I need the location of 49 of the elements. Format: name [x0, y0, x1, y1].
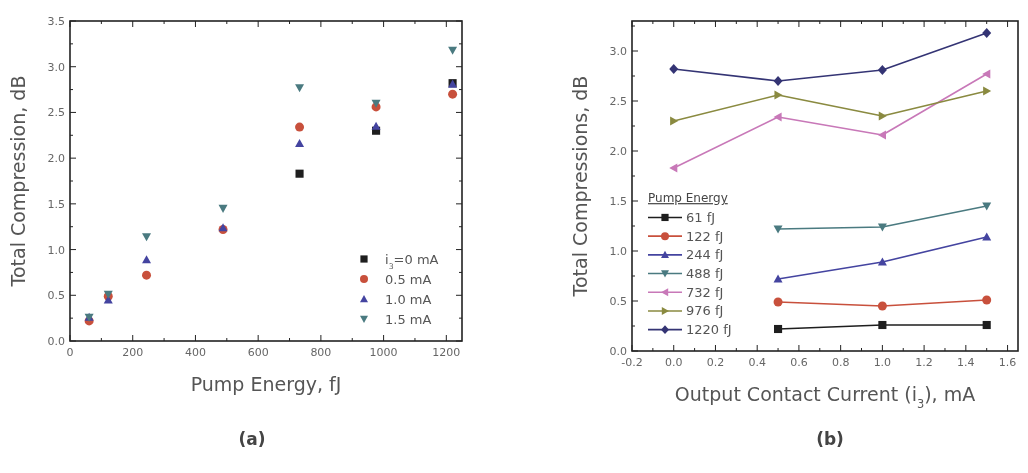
- legend-label: 0.5 mA: [385, 271, 432, 287]
- y-tick-label: 1.5: [609, 195, 627, 208]
- legend-label: 61 fJ: [686, 209, 716, 225]
- x-tick-label: 800: [310, 346, 332, 359]
- y-tick-label: 2.0: [609, 145, 627, 158]
- y-tick-label: 1.5: [47, 197, 65, 211]
- x-axis-title: Pump Energy, fJ: [190, 373, 342, 395]
- y-tick-label: 2.5: [47, 106, 65, 120]
- x-tick-label: 1.4: [957, 356, 975, 369]
- y-tick-label: 0.0: [47, 335, 65, 348]
- y-tick-label: 3.0: [609, 45, 627, 58]
- legend-label: 1.0 mA: [385, 291, 432, 307]
- x-axis-title: Output Contact Current (i$_{3}$), mA: [674, 383, 976, 411]
- y-tick-label: 1.0: [609, 245, 627, 258]
- legend-label: 244 fJ: [686, 247, 724, 263]
- y-tick-label: 2.0: [47, 152, 65, 166]
- legend-label: i$_{3}$=0 mA: [385, 251, 439, 270]
- y-tick-label: 2.5: [609, 95, 627, 108]
- y-axis-title: Total Compression, dB: [7, 75, 29, 288]
- x-tick-label: -0.2: [621, 356, 643, 369]
- x-tick-label: 200: [122, 346, 144, 359]
- x-tick-label: 1200: [432, 346, 461, 359]
- x-tick-label: 0.4: [748, 356, 766, 369]
- x-tick-label: 1000: [369, 346, 398, 359]
- x-tick-label: 0: [66, 346, 74, 359]
- legend-label: 488 fJ: [686, 266, 724, 282]
- x-tick-label: 1.6: [998, 356, 1017, 369]
- x-tick-label: 600: [247, 346, 269, 359]
- text: (a): [238, 429, 266, 449]
- legend-label: 122 fJ: [686, 228, 724, 244]
- y-tick-label: 3.5: [47, 15, 65, 28]
- x-tick-label: 0.2: [706, 356, 725, 369]
- y-tick-label: 0.5: [47, 289, 65, 303]
- x-tick-label: 0.0: [664, 356, 683, 369]
- legend-label: 976 fJ: [686, 303, 724, 319]
- legend-label: 1220 fJ: [686, 322, 732, 338]
- x-tick-label: 1.0: [873, 356, 892, 369]
- x-tick-label: 0.8: [831, 356, 850, 369]
- x-tick-label: 400: [184, 346, 206, 359]
- text: (b): [816, 429, 844, 449]
- legend-label: 1.5 mA: [385, 311, 432, 327]
- legend-title: Pump Energy: [648, 191, 728, 206]
- y-tick-label: 3.0: [47, 60, 65, 74]
- y-tick-label: 0.5: [609, 295, 627, 308]
- x-tick-label: 1.2: [915, 356, 933, 369]
- x-tick-label: 0.6: [790, 356, 808, 369]
- legend-label: 732 fJ: [686, 284, 724, 300]
- y-axis-title: Total Compressions, dB: [569, 75, 591, 298]
- y-tick-label: 1.0: [47, 243, 65, 257]
